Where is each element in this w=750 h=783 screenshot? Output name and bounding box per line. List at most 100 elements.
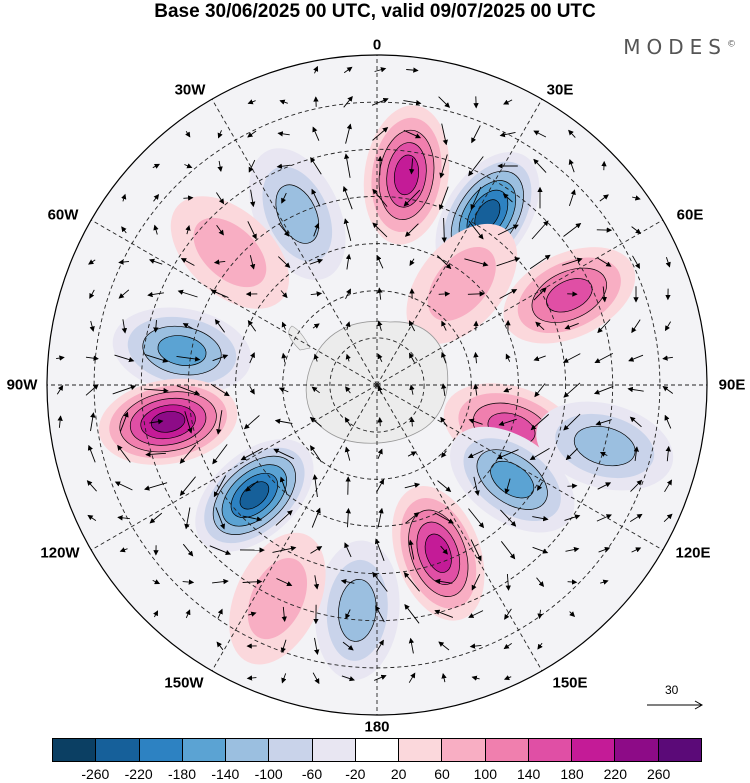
wind-arrow [149,512,163,524]
wind-arrow [243,415,260,430]
wind-arrow [630,479,643,492]
colorbar-swatch [53,739,96,761]
wind-arrow [344,416,352,427]
anomaly-contour [424,533,452,573]
wind-arrow [212,444,228,465]
wind-arrow [467,291,485,297]
wind-arrow [144,353,169,363]
wind-arrow [531,220,549,240]
wind-arrow [182,579,195,585]
wind-arrow [281,352,287,363]
wind-arrow [312,672,320,685]
wind-arrow [371,97,389,106]
meridian-line [376,384,664,551]
meridian-line [90,219,378,386]
wind-arrow [310,156,322,175]
colorbar-tick-label: 140 [516,766,541,782]
anomaly-contour [338,579,377,642]
wind-arrow [468,220,484,240]
wind-arrow [90,412,96,432]
wind-arrow [664,479,672,493]
wind-arrow [375,605,385,623]
wind-arrow [436,255,452,270]
wind-arrow [567,579,578,585]
wind-arrow [564,514,581,521]
wind-arrow [179,476,196,496]
wind-arrow [403,100,422,106]
wind-arrow [248,159,256,173]
wind-arrow [281,321,287,330]
wind-arrow [246,675,257,681]
wind-arrow [247,221,257,240]
wind-arrow [280,290,288,299]
wind-arrow [439,154,448,179]
wind-arrow [345,507,351,528]
wind-arrow [152,579,161,585]
lon-label-30w: 30W [174,81,206,99]
anomaly-contour [193,217,267,288]
wind-arrow [217,160,223,172]
wind-arrow [499,289,518,299]
wind-arrow [563,413,581,431]
wind-arrow [597,319,611,334]
wind-arrow [345,253,352,270]
wind-arrow [214,318,225,333]
wind-arrow [272,545,297,553]
lon-label-180: 180 [364,718,390,736]
wind-arrow [376,478,385,493]
wind-arrow [144,482,168,491]
wind-arrow [249,385,255,395]
wind-arrow [87,514,97,521]
wind-arrow [89,289,95,299]
wind-arrow [533,287,547,301]
colorbar-tick-label: -60 [301,766,323,782]
wind-arrow [665,445,671,462]
wind-arrow [532,546,549,554]
wind-arrow [121,319,128,334]
wind-arrow [441,673,447,683]
wind-arrow [280,639,287,654]
wind-arrow [183,195,194,201]
wind-arrow [147,291,164,298]
lon-label-90w: 90W [6,376,38,394]
wind-arrow [434,578,453,585]
wind-arrow [277,256,291,269]
wind-arrow [153,193,160,202]
wind-arrow [597,482,612,490]
wind-arrow [344,153,351,178]
wind-arrow [56,355,65,361]
wind-arrow [628,354,644,362]
colorbar-swatch [441,739,485,761]
wind-arrow [345,123,352,144]
map-boundary [46,54,708,716]
colorbar-swatch [138,739,182,761]
wind-arrow [114,354,135,363]
wind-arrow [311,386,320,394]
wind-arrow [464,258,489,267]
wind-arrow [275,509,293,526]
meridian-line [211,98,378,386]
wind-arrow [662,355,673,361]
wind-arrow [345,609,351,620]
colorbar-tick-label: -180 [167,766,197,782]
wind-arrow [345,321,351,331]
wind-arrow [627,386,644,393]
wind-arrow [434,512,454,524]
wind-arrow [377,507,384,528]
wind-arrow [533,355,546,362]
wind-arrow [372,127,389,141]
wind-arrow [438,96,451,108]
wind-arrow [143,387,169,394]
wind-arrow [184,163,193,169]
wind-arrow [564,322,579,330]
wind-arrow [663,513,673,523]
anomaly-contour [546,278,593,313]
wind-vectors [56,65,674,685]
anomaly-contour [157,335,207,366]
wind-arrow [535,321,545,331]
wind-arrow [593,385,614,395]
wind-arrow [342,185,353,210]
wind-arrow [473,383,479,396]
wind-arrow [216,224,224,236]
wind-arrow [662,385,674,394]
